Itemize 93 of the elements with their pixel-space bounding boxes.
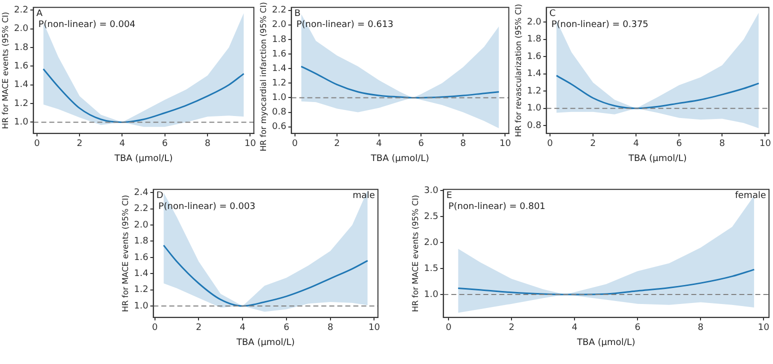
y-tick-label: 1.6	[272, 49, 287, 60]
y-tick-label: 2.0	[424, 238, 439, 248]
x-tick-label: 8	[460, 139, 466, 150]
annotation: P(non-linear) = 0.613	[296, 20, 394, 30]
x-tick-label: 10	[759, 139, 772, 150]
y-tick-label: 2.4	[134, 188, 149, 198]
y-tick-label: 1.6	[526, 52, 542, 62]
y-tick-label: 0.6	[272, 122, 287, 132]
annotation: P(non-linear) = 0.801	[448, 202, 546, 212]
y-tick-label: 0.8	[526, 120, 542, 131]
x-tick-label: 6	[162, 139, 168, 150]
x-axis-title: TBA (μmol/L)	[370, 154, 430, 164]
y-tick-label: 1.8	[134, 236, 149, 247]
x-axis-title: TBA (μmol/L)	[113, 154, 173, 164]
y-tick-label: 2.0	[526, 17, 542, 28]
y-tick-label: 2.0	[134, 220, 149, 230]
line-series	[457, 268, 755, 296]
annotation: female	[734, 191, 766, 202]
line-series	[42, 68, 245, 123]
y-tick-label: 2.2	[14, 6, 28, 16]
x-tick-label: 10	[758, 323, 770, 334]
annotation: E	[446, 191, 452, 202]
y-tick-label: 2.0	[14, 24, 29, 34]
y-tick-label: 1.6	[14, 62, 29, 72]
x-tick-label: 4	[572, 323, 578, 334]
x-tick-label: 2	[334, 139, 340, 150]
annotation: P(non-linear) = 0.375	[551, 20, 648, 30]
x-tick-label: 0	[152, 323, 158, 334]
x-axis-title: TBA (μmol/L)	[627, 154, 687, 164]
x-tick-label: 2	[196, 323, 202, 334]
y-axis-title: HR for MACE events (95% CI)	[411, 194, 420, 312]
y-tick-label: 1.4	[272, 64, 287, 74]
y-tick-label: 1.6	[134, 252, 149, 263]
y-tick-label: 1.8	[526, 34, 542, 45]
line-series	[556, 74, 760, 110]
x-tick-label: 8	[698, 323, 704, 334]
annotation: male	[352, 191, 376, 202]
x-tick-label: 8	[204, 139, 211, 150]
annotation: P(non-linear) = 0.004	[38, 20, 136, 30]
y-axis-title: HR for MACE events (95% CI)	[121, 194, 130, 312]
y-tick-label: 1.8	[272, 34, 287, 45]
y-tick-label: 1.2	[526, 86, 542, 96]
annotation: D	[156, 191, 164, 202]
y-axis-title: HR for myocardial infarction (95% CI)	[259, 2, 268, 152]
y-tick-label: 0.8	[272, 108, 287, 118]
x-tick-label: 4	[376, 139, 382, 150]
line-series	[300, 66, 500, 98]
x-tick-label: 6	[418, 139, 424, 150]
annotation: C	[549, 9, 556, 20]
y-tick-label: 2.2	[272, 6, 286, 16]
y-tick-label: 3.0	[424, 186, 439, 196]
x-tick-label: 10	[499, 139, 512, 150]
y-axis-title: HR for MACE events (95% CI)	[1, 12, 10, 129]
x-tick-label: 6	[676, 139, 682, 150]
x-tick-label: 4	[633, 139, 640, 150]
x-tick-label: 0	[292, 139, 298, 150]
y-tick-label: 2.0	[272, 20, 287, 30]
x-tick-label: 4	[240, 323, 246, 334]
y-tick-label: 1.0	[424, 290, 439, 300]
x-tick-label: 2	[76, 139, 82, 150]
x-tick-label: 8	[719, 139, 726, 150]
annotation: A	[36, 9, 44, 20]
x-tick-label: 2	[590, 139, 596, 150]
x-tick-label: 10	[244, 139, 256, 150]
annotation: B	[294, 9, 300, 20]
y-tick-label: 1.5	[424, 264, 438, 274]
y-tick-label: 1.2	[14, 98, 28, 109]
y-tick-label: 2.5	[424, 212, 438, 222]
y-tick-label: 2.2	[134, 204, 148, 214]
x-tick-label: 4	[119, 139, 126, 150]
x-tick-label: 10	[368, 323, 380, 334]
x-tick-label: 6	[284, 323, 290, 334]
x-tick-label: 0	[547, 139, 554, 150]
annotation: P(non-linear) = 0.003	[158, 202, 256, 212]
x-axis-title: TBA (μmol/L)	[235, 338, 295, 348]
x-tick-label: 0	[34, 139, 40, 150]
line-series	[162, 244, 368, 307]
x-axis-title: TBA (μmol/L)	[576, 338, 636, 348]
x-tick-label: 2	[508, 323, 515, 334]
y-tick-label: 1.8	[14, 42, 29, 53]
x-tick-label: 8	[327, 323, 334, 334]
y-tick-label: 1.4	[526, 69, 542, 80]
y-axis-title: HR for revascularization (95% CI)	[514, 4, 524, 137]
x-tick-label: 6	[634, 323, 641, 334]
y-tick-label: 1.0	[272, 93, 287, 104]
y-tick-label: 1.0	[134, 301, 149, 312]
y-tick-label: 1.4	[134, 268, 149, 279]
x-tick-label: 0	[446, 323, 452, 334]
y-tick-label: 1.0	[526, 104, 542, 114]
y-tick-label: 1.2	[134, 285, 148, 296]
y-tick-label: 1.2	[272, 78, 286, 88]
y-tick-label: 1.4	[14, 80, 29, 90]
y-tick-label: 1.0	[14, 118, 29, 128]
